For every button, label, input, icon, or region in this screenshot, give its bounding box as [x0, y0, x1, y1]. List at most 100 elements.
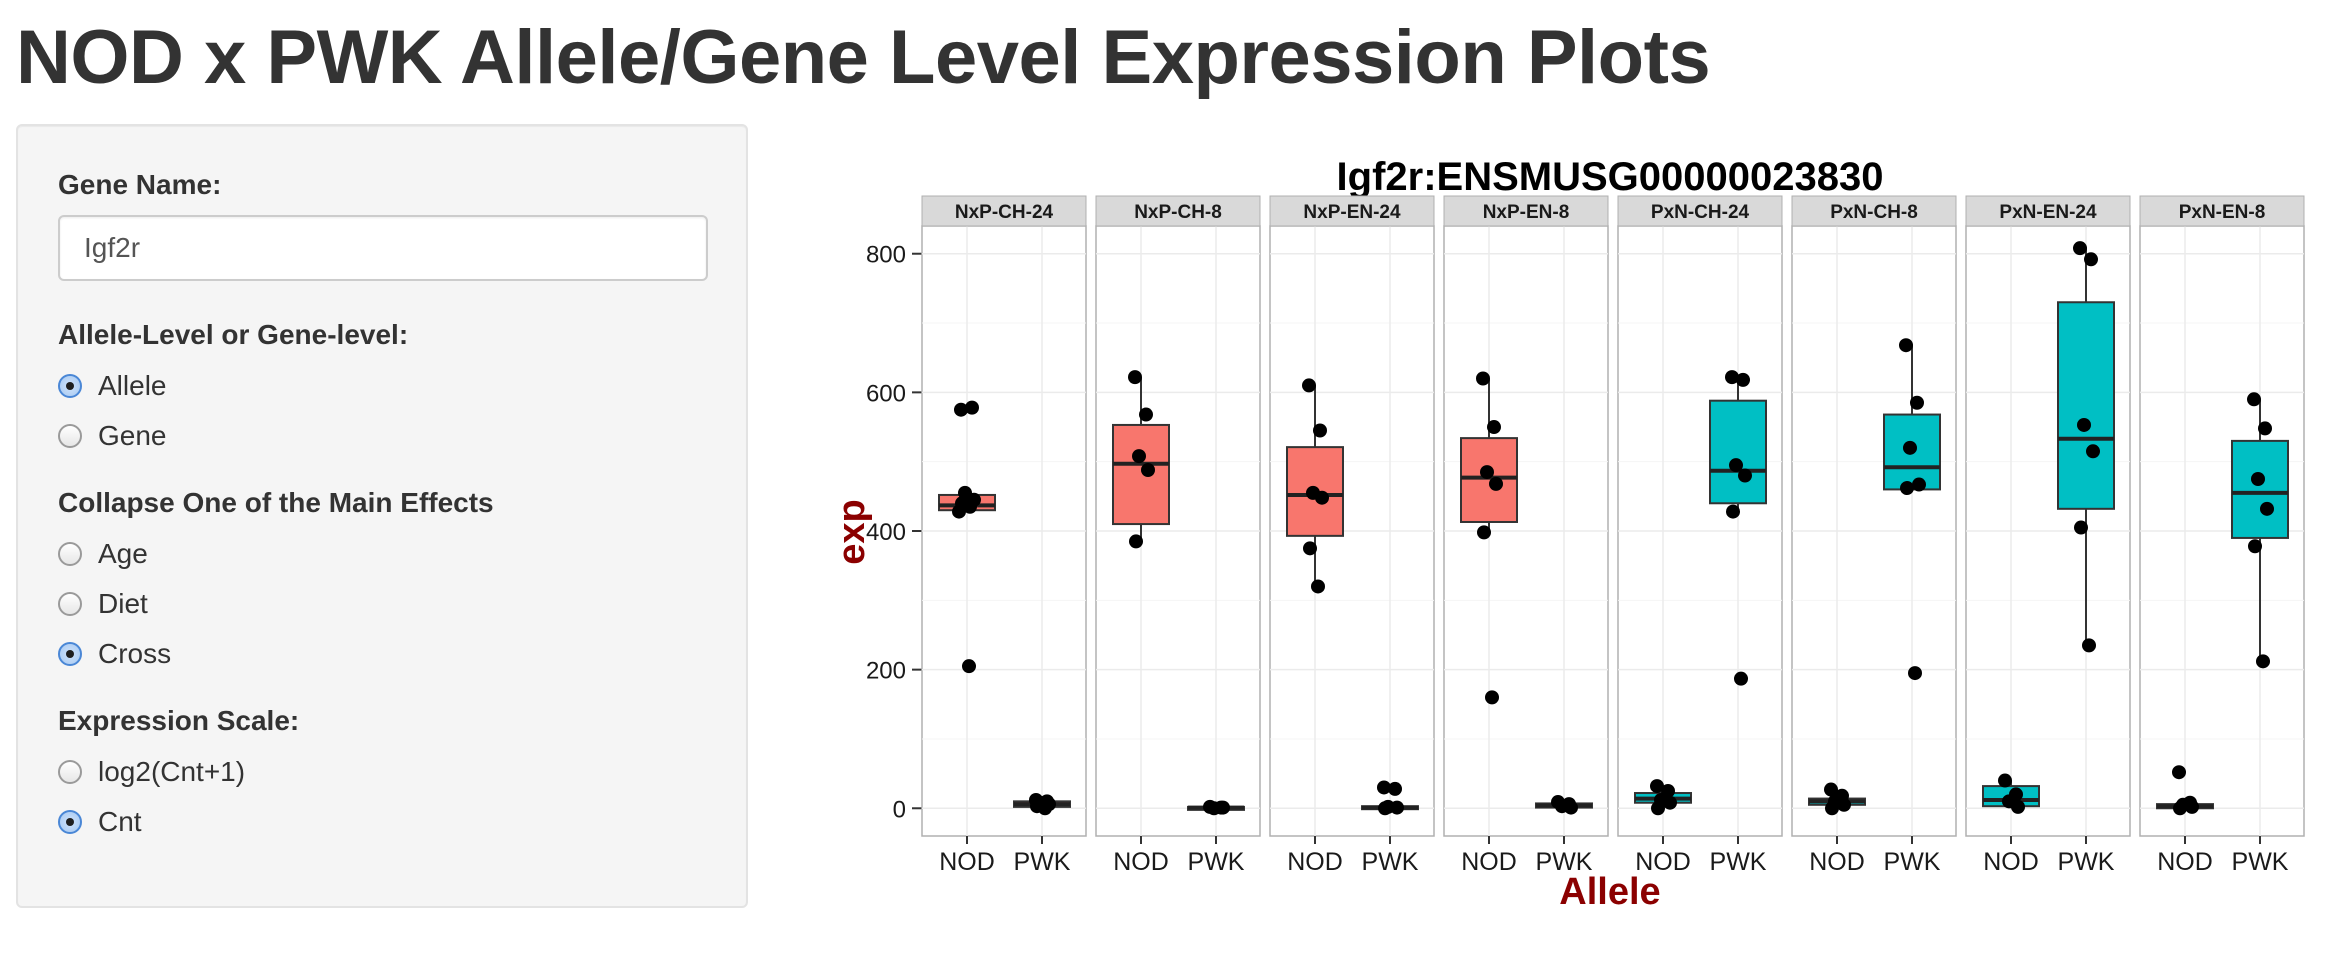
expression-scale-label: Expression Scale: — [58, 705, 300, 736]
radio-label: Age — [98, 538, 148, 569]
facet-strip — [1443, 195, 1609, 227]
data-point — [1651, 801, 1665, 816]
radio-diet[interactable]: Diet — [58, 586, 148, 622]
gene-name-input[interactable] — [58, 215, 708, 281]
data-point — [1564, 800, 1578, 815]
data-point — [1141, 463, 1155, 477]
radio-label: Cnt — [98, 806, 142, 837]
facet-strip-label: NxP-CH-8 — [1134, 202, 1222, 223]
data-point — [1900, 481, 1914, 496]
data-point — [2086, 444, 2100, 459]
data-point — [962, 659, 976, 674]
radio-age[interactable]: Age — [58, 536, 148, 572]
x-tick-label: PWK — [1362, 848, 1419, 876]
data-point — [1738, 468, 1752, 483]
y-tick-label: 400 — [866, 519, 906, 546]
data-point — [2173, 801, 2187, 816]
data-point — [1485, 690, 1499, 705]
data-point — [1313, 423, 1327, 438]
facet-strip-label: PxN-EN-24 — [1999, 202, 2097, 223]
data-point — [1377, 780, 1391, 795]
data-point — [2011, 799, 2025, 814]
data-point — [1837, 797, 1851, 812]
collapse-label: Collapse One of the Main Effects — [58, 487, 494, 518]
data-point — [2247, 392, 2261, 407]
data-point — [1910, 395, 1924, 410]
x-tick-label: NOD — [939, 848, 995, 876]
radio-button[interactable] — [58, 374, 82, 398]
radio-button[interactable] — [58, 592, 82, 616]
data-point — [1899, 338, 1913, 353]
x-tick-label: PWK — [1884, 848, 1941, 876]
radio-cnt[interactable]: Cnt — [58, 804, 142, 840]
chart-title: Igf2r:ENSMUSG00000023830 — [1337, 155, 1884, 199]
x-tick-label: PWK — [1188, 848, 1245, 876]
data-point — [2172, 765, 2186, 780]
level-label: Allele-Level or Gene-level: — [58, 319, 409, 350]
data-point — [1824, 782, 1838, 797]
x-tick-label: PWK — [2232, 848, 2289, 876]
data-point — [1128, 370, 1142, 385]
x-tick-label: NOD — [1983, 848, 2039, 876]
y-tick-label: 600 — [866, 380, 906, 407]
radio-allele[interactable]: Allele — [58, 368, 166, 404]
data-point — [1725, 370, 1739, 385]
radio-log2[interactable]: log2(Cnt+1) — [58, 754, 245, 790]
data-point — [1480, 465, 1494, 480]
facet-strip — [1095, 195, 1261, 227]
radio-dot — [66, 650, 74, 658]
facet-strip — [1269, 195, 1435, 227]
radio-cross[interactable]: Cross — [58, 636, 171, 672]
facet-strip-label: PxN-CH-24 — [1651, 202, 1750, 223]
facet-strip — [2139, 195, 2305, 227]
box — [1112, 423, 1170, 526]
data-point — [1132, 449, 1146, 464]
data-point — [1663, 795, 1677, 810]
data-point — [2077, 417, 2091, 432]
facet-strip — [1965, 195, 2131, 227]
data-point — [954, 402, 968, 417]
facet-strip — [1791, 195, 1957, 227]
facet-strip-label: PxN-CH-8 — [1830, 202, 1918, 223]
x-tick-label: NOD — [1809, 848, 1865, 876]
data-point — [1489, 476, 1503, 491]
data-point — [1726, 504, 1740, 519]
radio-label: Cross — [98, 638, 172, 669]
radio-button[interactable] — [58, 810, 82, 834]
radio-button[interactable] — [58, 642, 82, 666]
x-tick-label: PWK — [1536, 848, 1593, 876]
x-tick-label: NOD — [1635, 848, 1691, 876]
radio-label: log2(Cnt+1) — [98, 756, 246, 787]
radio-button[interactable] — [58, 542, 82, 566]
x-tick-label: NOD — [2157, 848, 2213, 876]
data-point — [2185, 799, 2199, 814]
data-point — [2256, 654, 2270, 669]
radio-dot — [66, 382, 74, 390]
x-tick-label: PWK — [1014, 848, 1071, 876]
data-point — [1998, 773, 2012, 788]
radio-button[interactable] — [58, 760, 82, 784]
data-point — [1390, 800, 1404, 815]
y-axis-title: exp — [831, 499, 873, 564]
x-tick-label: PWK — [1710, 848, 1767, 876]
data-point — [1912, 477, 1926, 492]
data-point — [1139, 407, 1153, 422]
x-axis-title: Allele — [1559, 871, 1660, 913]
data-point — [1736, 372, 1750, 387]
data-point — [1487, 420, 1501, 435]
radio-dot — [66, 818, 74, 826]
data-point — [1388, 781, 1402, 796]
data-point — [1734, 671, 1748, 686]
x-tick-label: PWK — [2058, 848, 2115, 876]
data-point — [2074, 520, 2088, 535]
data-point — [2082, 638, 2096, 653]
data-point — [1477, 525, 1491, 540]
radio-label: Allele — [98, 370, 167, 401]
radio-gene[interactable]: Gene — [58, 418, 167, 454]
data-point — [2260, 501, 2274, 516]
radio-button[interactable] — [58, 424, 82, 448]
facet-strip — [921, 195, 1087, 227]
data-point — [2084, 252, 2098, 267]
